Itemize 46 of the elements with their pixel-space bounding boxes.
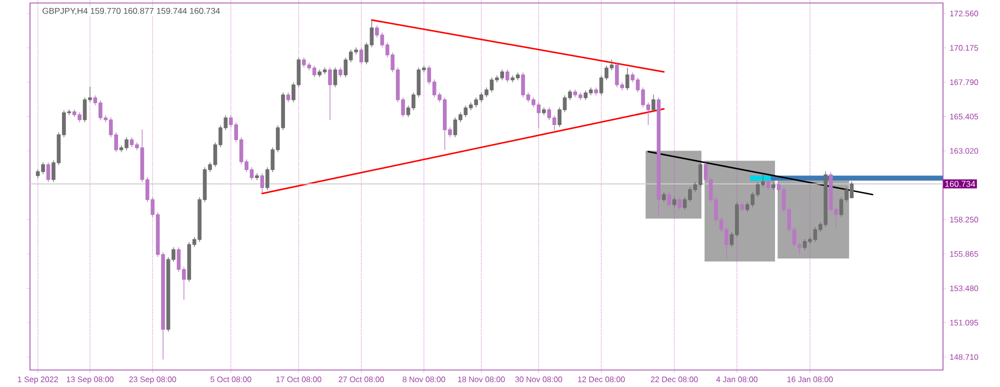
y-tick-label: 151.095 — [950, 320, 978, 326]
candlestick — [505, 69, 510, 82]
x-tick-label: 30 Nov 08:00 — [515, 376, 562, 382]
x-tick-label: 23 Sep 08:00 — [129, 376, 176, 384]
candlestick — [328, 67, 332, 120]
candlestick — [772, 182, 776, 190]
y-tick-label: 172.560 — [950, 10, 978, 16]
candlestick — [46, 162, 50, 182]
y-tick-label: 158.250 — [950, 216, 978, 222]
candlestick — [678, 197, 682, 210]
x-tick-label: 13 Sep 08:00 — [66, 376, 114, 384]
candlestick — [766, 179, 770, 190]
x-tick-label: 4 Jan 08:00 — [716, 376, 758, 382]
x-tick-label: 18 Nov 08:00 — [458, 376, 505, 382]
y-tick-label: 163.020 — [950, 148, 978, 154]
candlestick — [662, 192, 666, 202]
ref-line-label: 160.734 — [945, 180, 976, 187]
x-tick-label: 22 Dec 08:00 — [650, 376, 698, 382]
x-tick-label: 8 Nov 08:00 — [402, 376, 446, 382]
chart-title: GBPJPY,H4 159.770 160.877 159.744 160.734 — [42, 8, 220, 15]
y-tick-label: 167.790 — [950, 79, 978, 86]
x-tick-label: 12 Dec 08:00 — [578, 376, 625, 382]
candlestick — [359, 47, 364, 64]
y-tick-label: 170.175 — [950, 45, 978, 51]
x-tick-label: 17 Oct 08:00 — [276, 376, 322, 382]
candlestick — [652, 94, 656, 112]
candlestick — [338, 67, 342, 78]
candlestick — [594, 87, 598, 96]
y-tick-label: 153.480 — [950, 285, 978, 292]
candlestick — [542, 107, 546, 116]
y-tick-label: 165.405 — [950, 114, 978, 120]
candlestick — [672, 197, 676, 208]
candlestick — [286, 92, 290, 102]
candlestick — [260, 173, 264, 194]
candlestick — [667, 192, 672, 208]
y-tick-label: 148.710 — [950, 354, 978, 360]
candlestick — [333, 67, 338, 88]
candlestick — [656, 97, 661, 215]
x-tick-label: 16 Jan 08:00 — [787, 376, 833, 382]
y-tick-label: 155.865 — [950, 251, 978, 257]
candlestick — [625, 68, 630, 90]
x-tick-label: 5 Oct 08:00 — [210, 376, 252, 382]
candlestick — [255, 173, 259, 180]
x-tick-label: 1 Sep 2022 — [18, 376, 58, 384]
candlestick — [740, 202, 744, 212]
x-tick-label: 27 Oct 08:00 — [338, 376, 384, 382]
